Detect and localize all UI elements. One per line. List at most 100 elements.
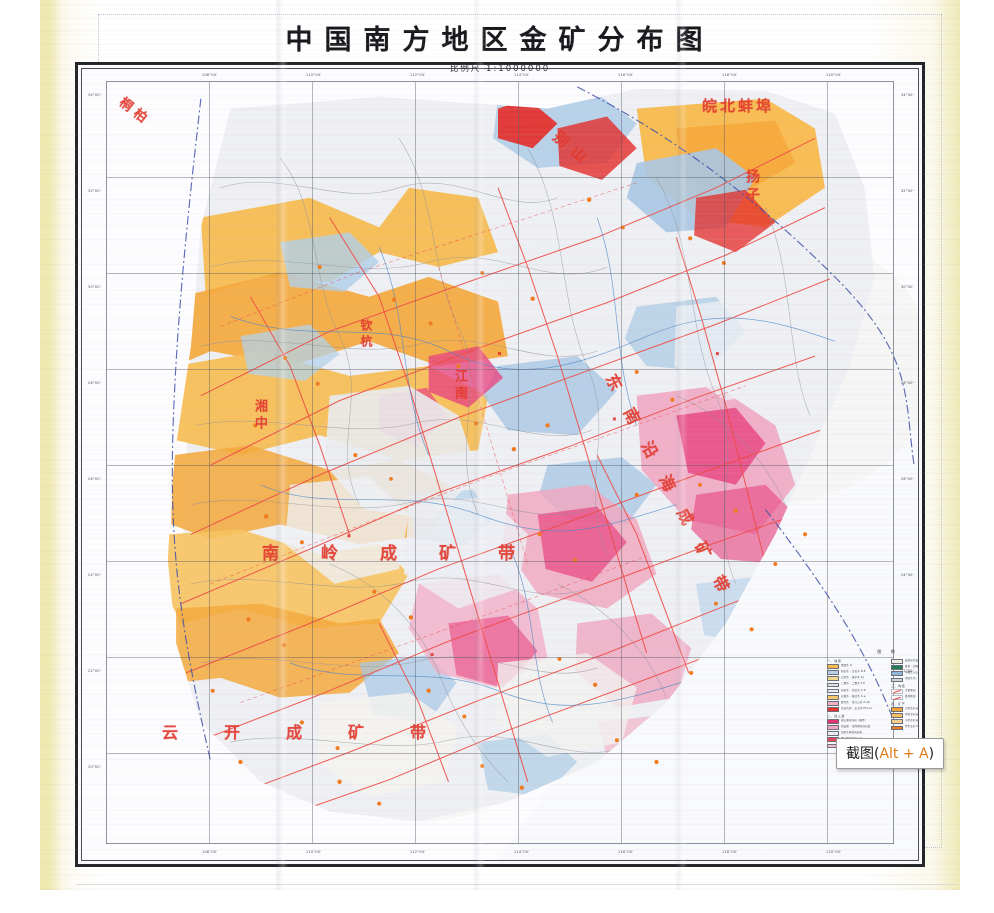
legend-item: 白垩系 - 侏罗系 K-J bbox=[827, 676, 885, 681]
page-title: 中国南方地区金矿分布图 bbox=[285, 25, 715, 56]
tick-label-bottom: 116°00' bbox=[618, 850, 634, 854]
legend-swatch bbox=[827, 707, 839, 712]
map-annotation-nanling-belt: 南岭成矿带 bbox=[262, 544, 557, 564]
tick-label-bottom: 110°00' bbox=[306, 850, 322, 854]
legend-item: 大型金矿床及矿点 bbox=[891, 706, 918, 712]
tick-label-top: 108°00' bbox=[202, 73, 218, 77]
legend-item: 加里东期花岗岩类 bbox=[827, 731, 885, 736]
legend-swatch bbox=[891, 671, 903, 676]
tick-label-right: 26°00' bbox=[900, 477, 914, 481]
legend-item: 伴生金矿产地 bbox=[891, 725, 919, 731]
legend-swatch bbox=[891, 665, 903, 670]
legend-section-heading: 一、地层 bbox=[827, 659, 842, 663]
legend-item-label: 震旦系 - 青白口系 Z-Qb bbox=[841, 701, 871, 705]
legend-item-label: 推测断裂 bbox=[905, 695, 916, 699]
legend-item: 古元古界 - 太古宇 Pt1-Ar bbox=[827, 707, 885, 712]
legend-swatch bbox=[891, 719, 903, 724]
tick-label-left: 20°00' bbox=[88, 765, 102, 769]
tick-label-right: 22°00' bbox=[900, 669, 914, 673]
legend-item: 新近系 - 古近系 N-E bbox=[827, 670, 885, 675]
legend-column: 变质岩系及混合岩 基性 - 超基性岩体 中酸性火山岩及次火山岩 中新生代 - 陆… bbox=[891, 657, 919, 750]
tick-label-top: 120°00' bbox=[826, 73, 842, 77]
legend-column: 一、地层 第四系 Q 新近系 - 古近系 N-E 白垩系 - 侏罗系 K-J 三… bbox=[827, 657, 885, 750]
legend-item-label: 燕山期花岗岩（酸性） bbox=[841, 718, 868, 722]
legend-swatch bbox=[827, 725, 839, 730]
legend-swatch bbox=[891, 706, 903, 712]
legend-item-label: 小型金矿床及矿化点 bbox=[905, 719, 919, 723]
legend-swatch bbox=[827, 718, 839, 724]
map-annotation-wanbei-bengbu: 皖北蚌埠 bbox=[702, 97, 775, 115]
map-canvas: 108°00' 110°00' 112°00' 114°00' 116°00' … bbox=[81, 68, 919, 861]
tick-label-right: 28°00' bbox=[900, 381, 914, 385]
tick-label-left: 32°00' bbox=[88, 189, 102, 193]
map-annotation-jiangnan: 江南 bbox=[452, 369, 467, 403]
map-scale-value: 1:1000000 bbox=[486, 64, 551, 74]
legend-item: 主要断裂 bbox=[891, 689, 918, 694]
tick-label-bottom: 108°00' bbox=[202, 850, 218, 854]
map-title-block: 中国南方地区金矿分布图 比例尺 1:1000000 bbox=[130, 18, 870, 74]
screenshot-tooltip-prefix: 截图( bbox=[846, 746, 880, 762]
legend-item: 推测断裂 bbox=[891, 695, 918, 700]
tick-label-left: 22°00' bbox=[88, 669, 102, 673]
legend-section-heading: 四、矿产 bbox=[891, 701, 906, 706]
tick-label-top: 112°00' bbox=[410, 73, 426, 77]
legend-item: 中酸性火山岩及次火山岩 bbox=[891, 671, 919, 676]
legend-swatch bbox=[827, 694, 839, 700]
legend-item: 石炭系 - 泥盆系 C-D bbox=[827, 688, 885, 694]
legend-item: 燕山期花岗岩（酸性） bbox=[827, 718, 885, 724]
map-annotation-yangzi: 扬子 bbox=[744, 169, 760, 205]
legend-item-label: 印支期 - 海西期花岗岩类 bbox=[841, 725, 871, 729]
tick-label-left: 30°00' bbox=[88, 285, 102, 289]
legend-section-heading: 三、构造 bbox=[891, 684, 906, 689]
legend-swatch bbox=[827, 664, 839, 669]
legend-item-label: 第四系 Q bbox=[841, 663, 853, 667]
legend-swatch bbox=[827, 682, 839, 688]
legend-swatch bbox=[827, 731, 839, 736]
legend-item-label: 伴生金矿产地 bbox=[905, 725, 919, 729]
legend-item: 变质岩系及混合岩 bbox=[891, 658, 919, 664]
legend-item-label: 古元古界 - 太古宇 Pt1-Ar bbox=[841, 707, 873, 711]
tick-label-left: 26°00' bbox=[88, 477, 102, 481]
legend-swatch bbox=[827, 676, 839, 681]
legend-title: 图 例 bbox=[877, 649, 899, 654]
legend-swatch-line bbox=[891, 695, 903, 700]
tick-label-top: 116°00' bbox=[618, 73, 634, 77]
tick-label-right: 30°00' bbox=[900, 285, 914, 289]
legend-swatch bbox=[827, 701, 839, 706]
map-legend: 图 例 一、地层 第四系 Q 新近系 - 古近系 N-E 白垩系 - 侏罗系 K… bbox=[827, 649, 919, 801]
tick-label-bottom: 120°00' bbox=[826, 850, 842, 854]
legend-item: 三叠系 - 二叠系 T-P bbox=[827, 682, 885, 688]
legend-item: 小型金矿床及矿化点 bbox=[891, 719, 919, 724]
legend-item-label: 志留系 - 寒武系 S-∈ bbox=[841, 694, 866, 698]
tick-label-left: 34°00' bbox=[88, 93, 102, 97]
legend-item: 中新生代 - 陆相断陷盆地沉积 bbox=[891, 677, 918, 683]
tick-label-bottom: 112°00' bbox=[410, 850, 426, 854]
legend-swatch bbox=[891, 713, 903, 718]
legend-item-label: 加里东期花岗岩类 bbox=[841, 731, 863, 735]
legend-item-label: 变质岩系及混合岩 bbox=[905, 658, 919, 662]
legend-swatch bbox=[827, 688, 839, 694]
legend-item: 基性 - 超基性岩体 bbox=[891, 665, 918, 670]
screenshot-tooltip-shortcut: Alt + A bbox=[879, 746, 929, 762]
legend-item-label: 三叠系 - 二叠系 T-P bbox=[841, 682, 865, 686]
map-scale: 比例尺 1:1000000 bbox=[130, 62, 870, 74]
scanned-map-page: 中国南方地区金矿分布图 比例尺 1:1000000 bbox=[40, 0, 960, 890]
legend-item: 印支期 - 海西期花岗岩类 bbox=[827, 725, 885, 730]
legend-item-label: 中酸性火山岩及次火山岩 bbox=[905, 671, 919, 675]
legend-swatch-line bbox=[891, 689, 903, 694]
legend-swatch bbox=[827, 670, 839, 675]
legend-item-label: 新近系 - 古近系 N-E bbox=[841, 670, 866, 674]
tick-label-left: 28°00' bbox=[88, 381, 102, 385]
map-annotation-yunkai-belt: 云开成矿带 bbox=[162, 723, 473, 742]
legend-swatch bbox=[891, 677, 903, 683]
legend-item-label: 白垩系 - 侏罗系 K-J bbox=[841, 676, 865, 680]
map-scale-label: 比例尺 bbox=[449, 64, 482, 74]
screenshot-tooltip[interactable]: 截图(Alt + A) bbox=[836, 738, 945, 769]
map-frame: 108°00' 110°00' 112°00' 114°00' 116°00' … bbox=[75, 62, 925, 867]
legend-swatch bbox=[891, 725, 903, 731]
screenshot-tooltip-suffix: ) bbox=[928, 746, 935, 762]
legend-item: 震旦系 - 青白口系 Z-Qb bbox=[827, 701, 885, 706]
tick-label-top: 114°00' bbox=[514, 73, 530, 77]
legend-item-label: 中新生代 - 陆相断陷盆地沉积 bbox=[905, 677, 918, 681]
